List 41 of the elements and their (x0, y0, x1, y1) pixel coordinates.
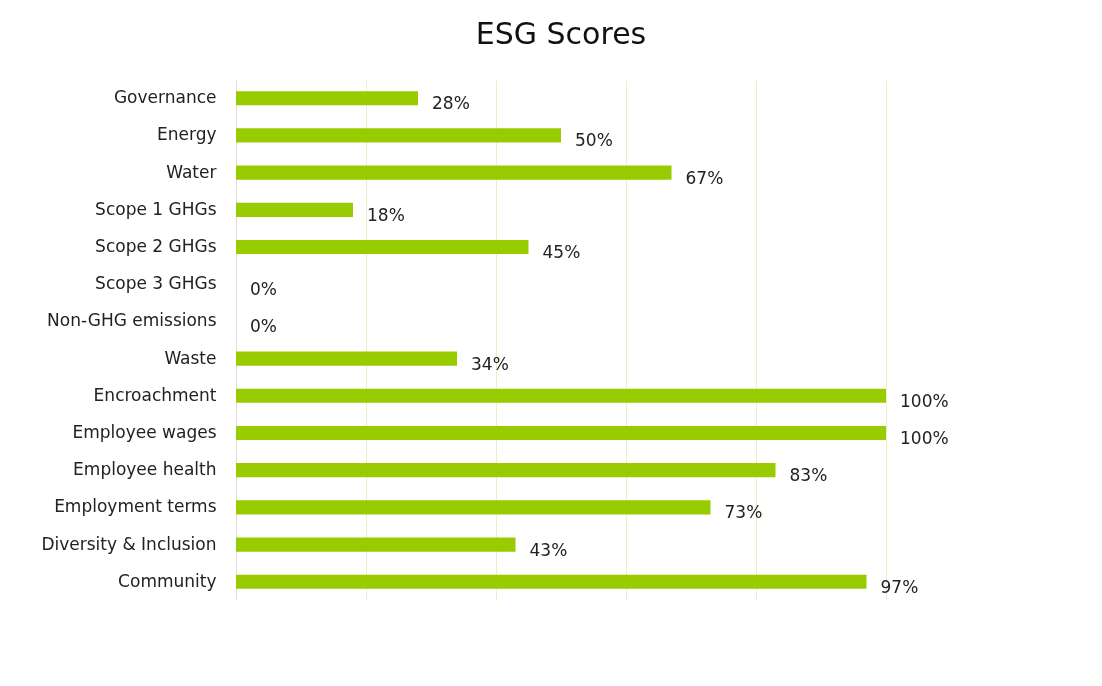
bar (236, 351, 457, 366)
data-label: 97% (880, 576, 919, 597)
bar (236, 202, 353, 217)
chart-title: ESG Scores (475, 16, 647, 51)
bar (236, 388, 886, 403)
y-tick-label: Waste (164, 347, 217, 368)
y-tick-label: Scope 2 GHGs (95, 236, 217, 257)
data-label: 28% (432, 93, 470, 114)
data-label: 18% (367, 204, 405, 225)
data-label: 0% (250, 316, 277, 337)
y-tick-label: Diversity & Inclusion (41, 533, 217, 554)
y-tick-label: Employment terms (54, 496, 217, 517)
data-label: 67% (685, 167, 724, 188)
y-tick-label: Employee health (73, 459, 217, 480)
y-tick-label: Scope 1 GHGs (95, 198, 217, 219)
y-tick-label: Community (118, 570, 217, 591)
bar (236, 574, 867, 589)
bar (236, 165, 672, 180)
data-label: 43% (529, 539, 568, 560)
data-label: 100% (900, 427, 949, 448)
y-tick-label: Energy (156, 124, 217, 145)
data-label: 50% (575, 130, 613, 151)
bar (236, 537, 516, 552)
bar (236, 91, 418, 106)
data-label: 100% (900, 390, 949, 411)
data-label: 0% (250, 279, 277, 300)
y-tick-label: Encroachment (93, 384, 217, 405)
bar (236, 128, 561, 143)
data-label: 73% (724, 502, 763, 523)
y-tick-label: Governance (113, 87, 217, 108)
bar (236, 239, 529, 255)
y-tick-label: Non-GHG emissions (47, 310, 217, 331)
bar (236, 463, 776, 478)
y-tick-label: Water (166, 161, 217, 182)
bar (236, 425, 886, 441)
bar (236, 500, 711, 515)
y-tick-label: Scope 3 GHGs (95, 273, 217, 294)
data-label: 45% (542, 242, 581, 263)
data-label: 83% (789, 465, 828, 486)
data-label: 34% (471, 353, 509, 374)
y-tick-label: Employee wages (72, 421, 217, 442)
